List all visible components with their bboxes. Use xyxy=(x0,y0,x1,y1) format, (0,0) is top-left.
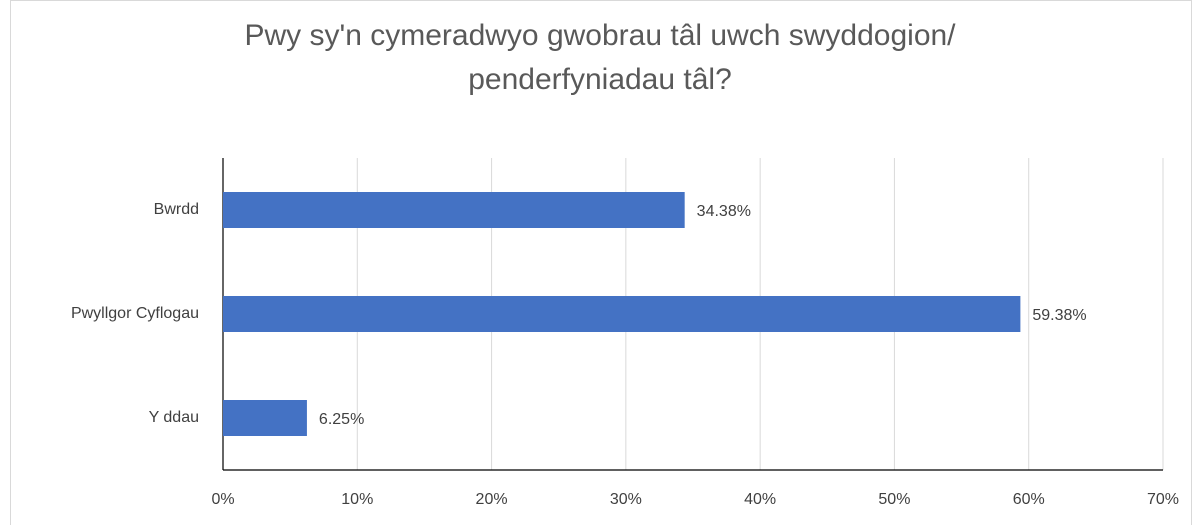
x-tick-label: 0% xyxy=(211,491,234,508)
data-label: 59.38% xyxy=(1032,307,1086,324)
x-tick-label: 60% xyxy=(1013,491,1045,508)
x-tick-label: 30% xyxy=(610,491,642,508)
bar xyxy=(223,192,685,228)
bar xyxy=(223,296,1021,332)
x-tick-label: 20% xyxy=(476,491,508,508)
y-tick-label: Bwrdd xyxy=(154,201,199,218)
bar xyxy=(223,400,307,436)
y-tick-label: Y ddau xyxy=(149,409,199,426)
x-tick-label: 70% xyxy=(1147,491,1179,508)
y-tick-label: Pwyllgor Cyflogau xyxy=(71,305,199,322)
chart-title: Pwy sy'n cymeradwyo gwobrau tâl uwch swy… xyxy=(244,19,956,96)
x-tick-label: 50% xyxy=(878,491,910,508)
data-label: 6.25% xyxy=(319,411,364,428)
x-tick-label: 10% xyxy=(341,491,373,508)
data-label: 34.38% xyxy=(697,203,751,220)
chart-border xyxy=(10,0,1192,525)
x-tick-label: 40% xyxy=(744,491,776,508)
